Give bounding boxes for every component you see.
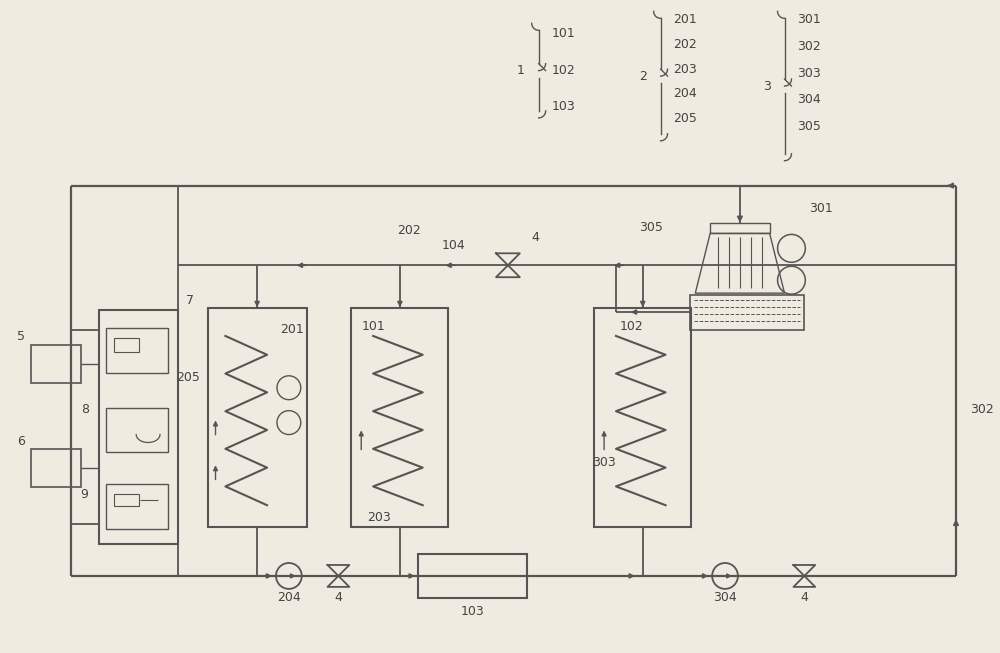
Text: 301: 301 (797, 13, 821, 26)
Bar (690, 295, 804, 330)
Bar (114, 494, 139, 506)
Bar (351, 308, 448, 527)
Text: 204: 204 (673, 88, 697, 101)
Text: 302: 302 (797, 40, 821, 53)
Bar (106, 407, 168, 453)
Text: 205: 205 (673, 112, 697, 125)
Text: 6: 6 (17, 435, 25, 448)
Text: 4: 4 (532, 231, 540, 244)
Text: 201: 201 (673, 13, 697, 26)
Text: 205: 205 (176, 372, 200, 384)
Text: 302: 302 (970, 403, 994, 416)
Bar (31, 449, 81, 487)
Bar (31, 345, 81, 383)
Bar (106, 328, 168, 373)
Bar (114, 338, 139, 352)
Text: 103: 103 (460, 605, 484, 618)
Text: 104: 104 (442, 239, 465, 252)
Text: 305: 305 (639, 221, 663, 234)
Text: 202: 202 (397, 224, 421, 237)
Text: 102: 102 (620, 319, 644, 332)
Text: 8: 8 (81, 403, 89, 416)
Bar (710, 223, 770, 233)
Text: 301: 301 (809, 202, 833, 215)
Text: 7: 7 (186, 294, 194, 307)
Text: 103: 103 (552, 101, 575, 114)
Text: 101: 101 (361, 319, 385, 332)
Text: 5: 5 (17, 330, 25, 343)
Text: 2: 2 (639, 70, 647, 82)
Text: 203: 203 (673, 63, 697, 76)
Text: 201: 201 (280, 323, 304, 336)
Text: 102: 102 (552, 63, 575, 76)
Text: 202: 202 (673, 38, 697, 51)
Bar (418, 554, 527, 598)
Bar (99, 310, 178, 544)
Text: 3: 3 (763, 80, 771, 93)
Text: 1: 1 (517, 64, 525, 77)
Text: 303: 303 (797, 67, 821, 80)
Text: 304: 304 (797, 93, 821, 106)
Text: 4: 4 (800, 592, 808, 604)
Bar (208, 308, 307, 527)
Text: 9: 9 (81, 488, 89, 501)
Text: 204: 204 (277, 592, 301, 604)
Text: 203: 203 (367, 511, 391, 524)
Text: 101: 101 (552, 27, 575, 40)
Bar (106, 485, 168, 529)
Text: 303: 303 (592, 456, 616, 469)
Text: 4: 4 (334, 592, 342, 604)
Text: 305: 305 (797, 120, 821, 133)
Text: 304: 304 (713, 592, 737, 604)
Bar (594, 308, 691, 527)
